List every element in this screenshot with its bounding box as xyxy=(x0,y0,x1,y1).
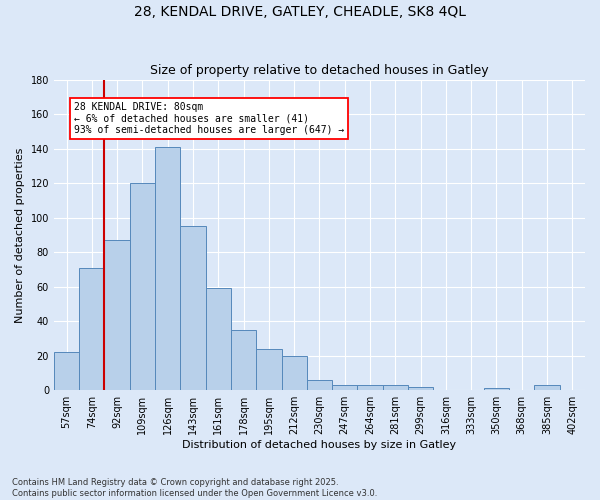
Bar xyxy=(281,356,307,390)
Bar xyxy=(181,226,206,390)
Text: 28 KENDAL DRIVE: 80sqm
← 6% of detached houses are smaller (41)
93% of semi-deta: 28 KENDAL DRIVE: 80sqm ← 6% of detached … xyxy=(74,102,344,135)
X-axis label: Distribution of detached houses by size in Gatley: Distribution of detached houses by size … xyxy=(182,440,457,450)
Bar xyxy=(358,385,383,390)
Bar xyxy=(54,352,79,390)
Bar xyxy=(307,380,332,390)
Title: Size of property relative to detached houses in Gatley: Size of property relative to detached ho… xyxy=(150,64,489,77)
Bar xyxy=(484,388,509,390)
Bar xyxy=(332,385,358,390)
Bar xyxy=(104,240,130,390)
Bar xyxy=(383,385,408,390)
Bar xyxy=(79,268,104,390)
Text: Contains HM Land Registry data © Crown copyright and database right 2025.
Contai: Contains HM Land Registry data © Crown c… xyxy=(12,478,377,498)
Bar xyxy=(408,387,433,390)
Bar xyxy=(130,183,155,390)
Bar xyxy=(206,288,231,390)
Y-axis label: Number of detached properties: Number of detached properties xyxy=(15,147,25,322)
Text: 28, KENDAL DRIVE, GATLEY, CHEADLE, SK8 4QL: 28, KENDAL DRIVE, GATLEY, CHEADLE, SK8 4… xyxy=(134,5,466,19)
Bar xyxy=(231,330,256,390)
Bar xyxy=(256,349,281,390)
Bar xyxy=(535,385,560,390)
Bar xyxy=(155,147,181,390)
